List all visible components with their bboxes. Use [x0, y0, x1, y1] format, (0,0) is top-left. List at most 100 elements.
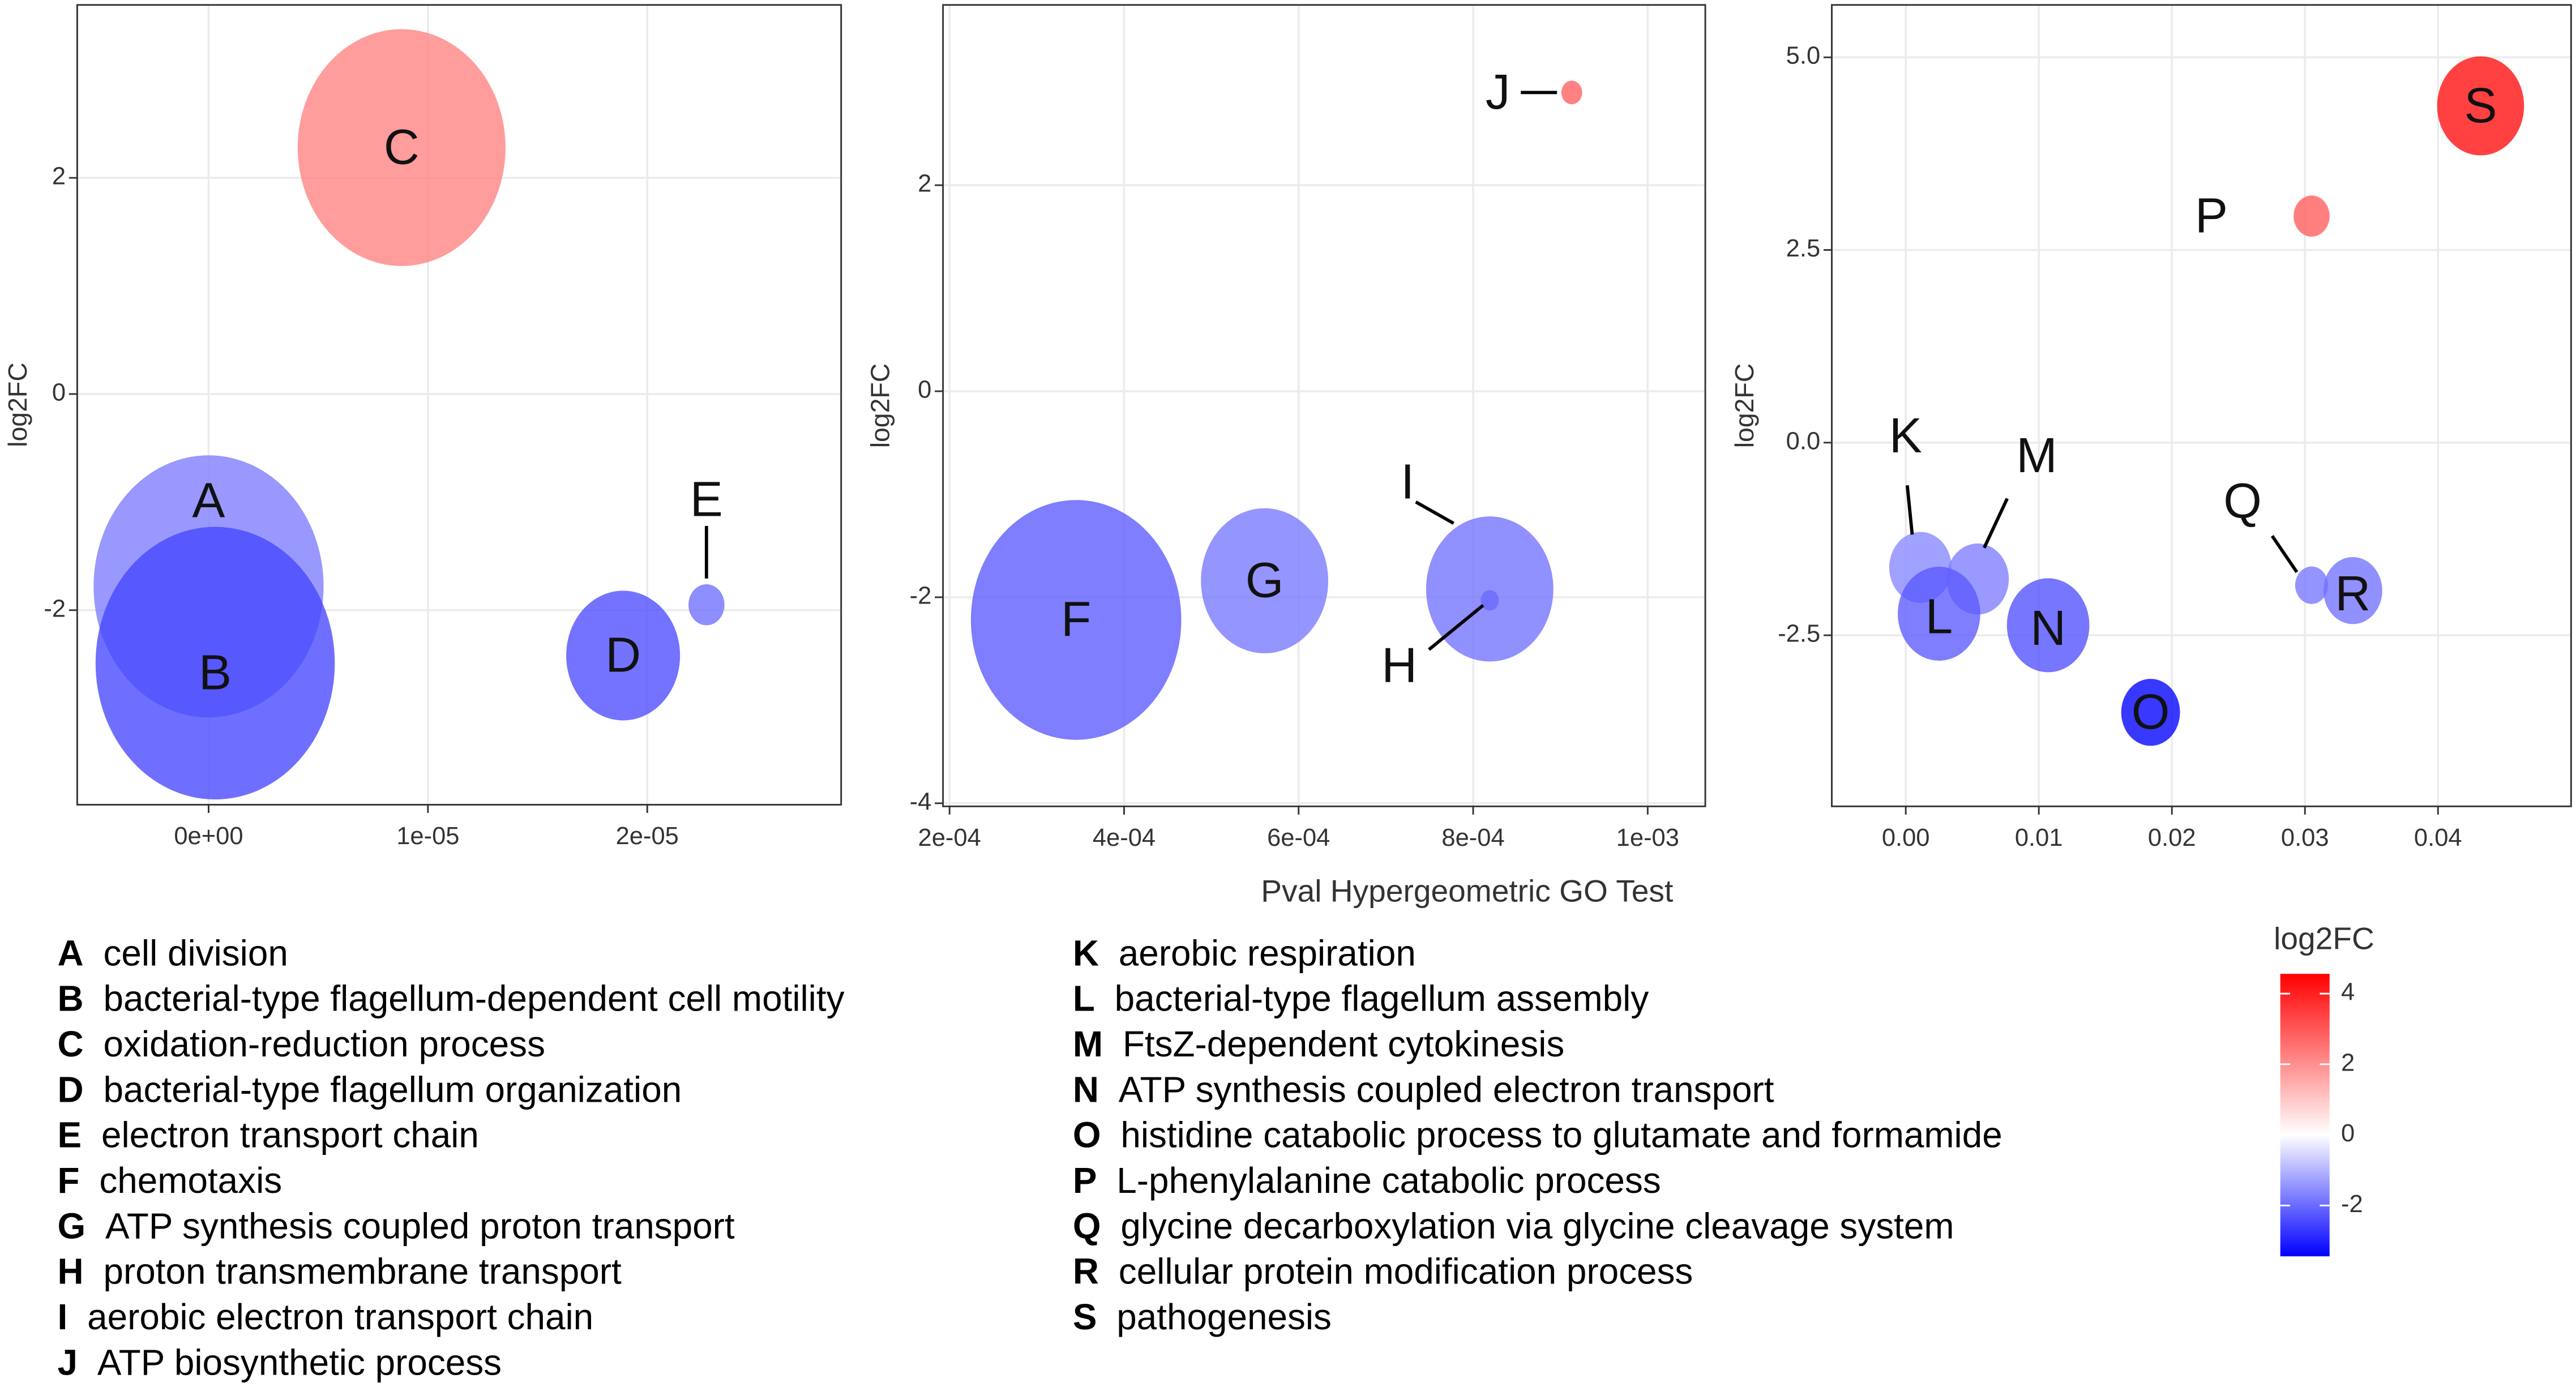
bubble — [1426, 516, 1554, 662]
colorbar-tick-label: -2 — [2341, 1191, 2363, 1218]
point-label: G — [1246, 553, 1284, 608]
x-tick-label: 0.04 — [2414, 824, 2462, 851]
colorbar-tick-label: 4 — [2341, 979, 2355, 1006]
x-tick-label: 8e-04 — [1441, 824, 1504, 851]
y-axis-label: log2FC — [3, 362, 32, 447]
key-text: ATP biosynthetic process — [97, 1342, 502, 1383]
bubble — [2323, 557, 2382, 624]
plot-frame — [76, 4, 842, 806]
bubble — [2293, 195, 2330, 237]
key-item: M FtsZ-dependent cytokinesis — [1073, 1024, 1564, 1064]
leader-line — [1983, 498, 2009, 549]
bubble — [566, 590, 681, 721]
key-letter: C — [58, 1024, 84, 1064]
key-text: histidine catabolic process to glutamate… — [1120, 1115, 2002, 1155]
key-text: electron transport chain — [101, 1115, 479, 1155]
key-letter: P — [1073, 1160, 1097, 1201]
point-label: R — [2335, 566, 2370, 621]
x-tick-label: 0.02 — [2148, 824, 2196, 851]
x-tick-label: 4e-04 — [1093, 824, 1156, 851]
key-text: ATP synthesis coupled proton transport — [105, 1205, 735, 1246]
x-tick-label: 1e-03 — [1616, 824, 1679, 851]
point-label: P — [2195, 188, 2228, 243]
key-text: cellular protein modification process — [1119, 1251, 1693, 1292]
x-tick-label: 1e-05 — [396, 823, 459, 850]
point-label: H — [1381, 638, 1417, 693]
point-label: S — [2464, 78, 2497, 133]
key-letter: F — [58, 1160, 80, 1201]
y-axis-label: log2FC — [866, 363, 895, 448]
point-label: Q — [2223, 474, 2262, 529]
bubble — [1561, 80, 1582, 105]
key-text: bacterial-type flagellum assembly — [1115, 978, 1649, 1019]
plot-area — [1832, 5, 2571, 807]
key-text: chemotaxis — [99, 1160, 282, 1201]
point-label: B — [199, 645, 232, 700]
key-letter: J — [58, 1342, 78, 1383]
key-letter: M — [1073, 1024, 1103, 1064]
x-tick-label: 2e-05 — [616, 823, 679, 850]
key-text: proton transmembrane transport — [103, 1251, 622, 1292]
x-tick-label: 0.03 — [2281, 824, 2329, 851]
bubble — [297, 29, 506, 266]
point-label: F — [1061, 592, 1091, 647]
key-letter: H — [58, 1251, 84, 1292]
y-tick-label: -2.5 — [1778, 620, 1820, 648]
key-text: bacterial-type flagellum organization — [103, 1069, 682, 1110]
bubble — [1480, 590, 1499, 611]
point-label: D — [605, 628, 641, 683]
key-letter: B — [58, 978, 84, 1019]
key-letter: D — [58, 1069, 84, 1110]
y-tick-label: 0.0 — [1786, 427, 1820, 455]
y-tick-label: 0 — [918, 376, 931, 404]
bubble — [2006, 578, 2090, 673]
point-label: I — [1401, 455, 1414, 510]
key-text: FtsZ-dependent cytokinesis — [1123, 1024, 1564, 1064]
bubble — [2437, 56, 2524, 156]
key-text: pathogenesis — [1116, 1296, 1332, 1337]
bubble — [2295, 566, 2329, 604]
y-tick-label: -2 — [910, 582, 932, 609]
point-label: L — [1925, 589, 1953, 644]
key-text: cell division — [103, 932, 288, 973]
key-text: ATP synthesis coupled electron transport — [1119, 1069, 1774, 1110]
point-label: N — [2030, 601, 2066, 656]
bubble — [1898, 567, 1980, 661]
key-text: bacterial-type flagellum-dependent cell … — [103, 978, 844, 1019]
point-label: J — [1486, 65, 1510, 119]
key-item: J ATP biosynthetic process — [58, 1342, 502, 1383]
leader-line — [1415, 500, 1454, 525]
key-letter: K — [1073, 932, 1099, 973]
y-tick-label: -4 — [910, 788, 932, 815]
key-letter: A — [58, 932, 84, 973]
key-item: G ATP synthesis coupled proton transport — [58, 1205, 735, 1246]
colorbar-tick-label: 0 — [2341, 1120, 2355, 1147]
key-text: oxidation-reduction process — [103, 1024, 545, 1064]
bubble — [2121, 679, 2180, 746]
key-letter: E — [58, 1115, 82, 1155]
bubble — [95, 527, 335, 800]
leader-line — [1905, 485, 1914, 535]
x-tick-label: 0.00 — [1882, 824, 1930, 851]
leader-line — [1428, 604, 1484, 651]
colorbar-title: log2FC — [2274, 921, 2374, 956]
bubble — [688, 584, 725, 626]
point-label: C — [384, 119, 420, 174]
point-label: A — [192, 473, 225, 528]
y-tick-label: 2.5 — [1786, 235, 1820, 262]
colorbar-tick-label: 2 — [2341, 1049, 2355, 1076]
point-label: M — [2016, 428, 2057, 483]
